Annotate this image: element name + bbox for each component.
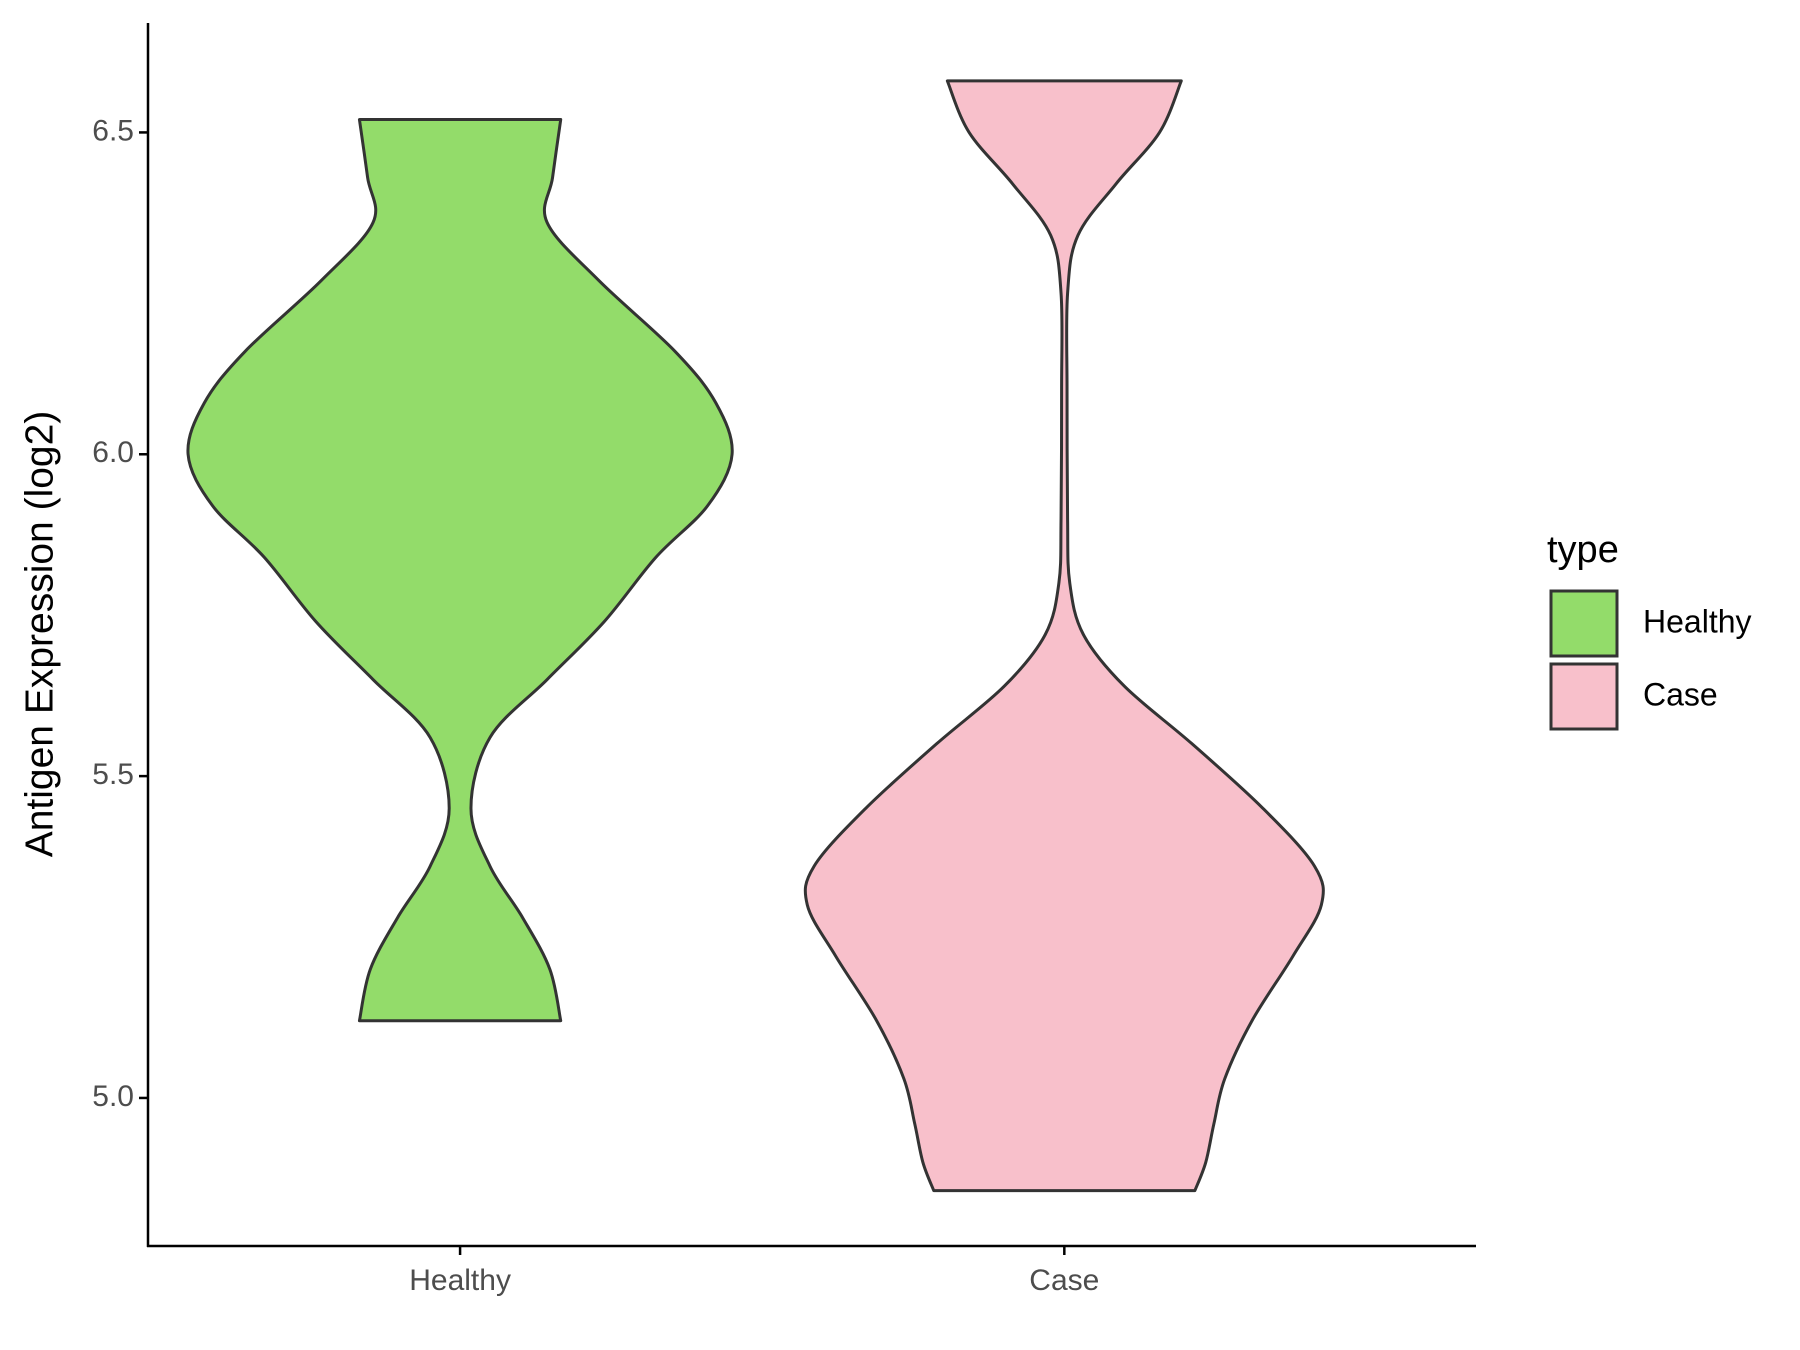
- y-tick-label: 6.5: [92, 114, 134, 147]
- y-tick-label: 5.0: [92, 1080, 134, 1113]
- legend-key: [1549, 662, 1619, 731]
- y-tick-label: 6.0: [92, 436, 134, 469]
- legend-title: type: [1547, 529, 1619, 571]
- y-tick-label: 5.5: [92, 758, 134, 791]
- legend-label: Case: [1643, 676, 1718, 712]
- violin: [803, 79, 1325, 1193]
- x-tick-label: Case: [1029, 1264, 1099, 1297]
- x-tick-label: Healthy: [409, 1264, 511, 1297]
- legend-key: [1549, 589, 1619, 658]
- legend-label: Healthy: [1643, 603, 1752, 639]
- y-axis-title: Antigen Expression (log2): [18, 411, 61, 858]
- violin: [186, 118, 734, 1023]
